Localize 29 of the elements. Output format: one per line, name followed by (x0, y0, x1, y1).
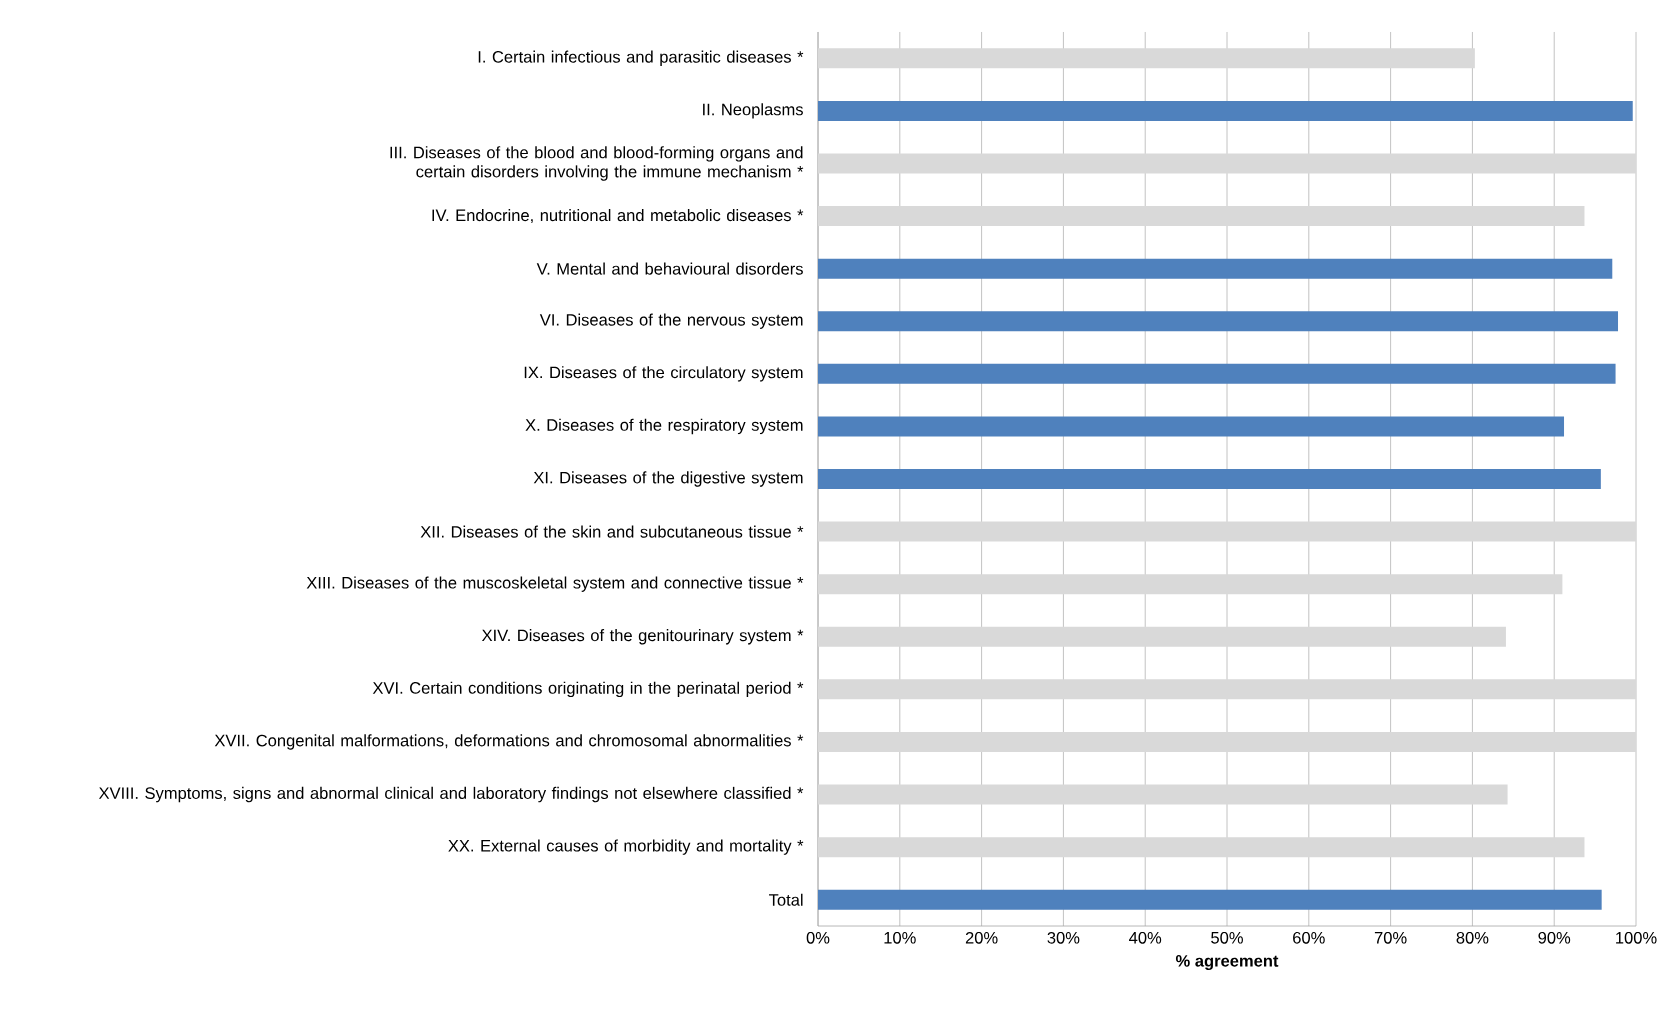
y-tick-label: IX. Diseases of the circulatory system (524, 366, 803, 382)
x-tick-label: 50% (1211, 931, 1243, 944)
y-tick-label: X. Diseases of the respiratory system (525, 418, 803, 435)
y-tick-label: II. Neoplasms (703, 103, 803, 119)
y-tick-label: V. Mental and behavioural disorders (536, 262, 803, 275)
x-axis-title: % agreement (1175, 955, 1279, 971)
y-tick-label: XIV. Diseases of the genitourinary system * (481, 629, 804, 645)
x-tick-label: 70% (1374, 931, 1407, 944)
y-tick-label: IV. Endocrine, nutritional and metabolic diseases * (432, 209, 804, 224)
x-tick-label: 90% (1538, 931, 1571, 944)
y-tick-label: XX. External causes of morbidity and mortality * (448, 839, 804, 855)
y-tick-label: XVIII. Symptoms, signs and abnormal clinical and laboratory findings not elsewhere classified * (98, 786, 804, 803)
x-tick-label: 100% (1616, 931, 1657, 944)
y-tick-label: VI. Diseases of the nervous system (539, 313, 803, 329)
y-tick-label: I. Certain infectious and parasitic diseases * (478, 50, 804, 67)
x-tick-label: 40% (1129, 931, 1162, 944)
x-tick-label: 60% (1293, 931, 1325, 944)
y-tick-label: XIII. Diseases of the muscoskeletal system and connective tissue * (306, 576, 804, 592)
x-tick-label: 30% (1047, 931, 1080, 944)
x-tick-label: 80% (1456, 931, 1489, 944)
y-tick-label: III. Diseases of the blood and blood-forming organs and certain disorders involving the immune mechanism * (390, 146, 804, 181)
y-tick-label: XII. Diseases of the skin and subcutaneous tissue * (420, 525, 804, 538)
x-tick-label: 10% (884, 931, 916, 944)
y-tick-label: XVI. Certain conditions originating in the perinatal period * (372, 681, 804, 698)
y-tick-label: Total (769, 893, 803, 906)
x-tick-label: 20% (965, 931, 998, 944)
y-tick-label: XVII. Congenital malformations, deformations and chromosomal abnormalities * (214, 734, 804, 750)
y-tick-label: XI. Diseases of the digestive system (533, 471, 803, 487)
x-tick-label: 0% (806, 931, 830, 944)
